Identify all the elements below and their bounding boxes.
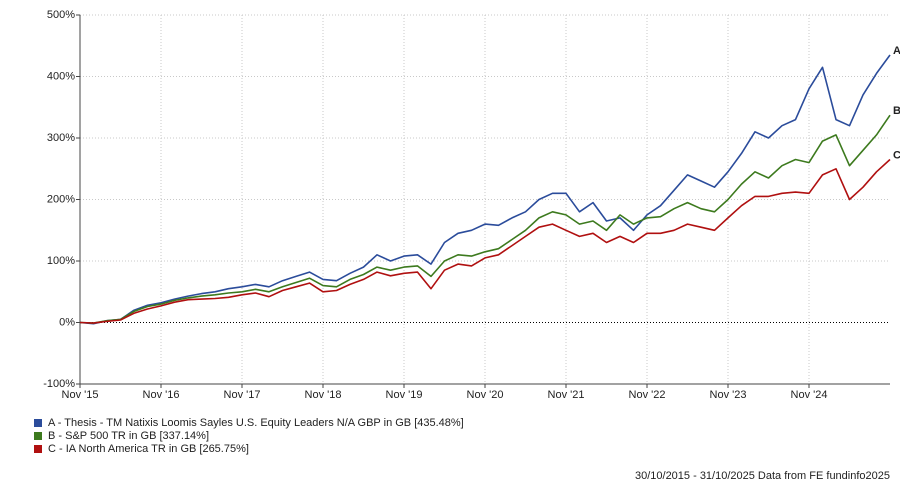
y-tick-label: -100%: [43, 378, 75, 390]
x-tick-label: Nov '20: [467, 389, 504, 401]
y-tick-label: 0%: [59, 316, 75, 328]
legend-swatch: [34, 432, 42, 440]
x-tick-label: Nov '17: [224, 389, 261, 401]
end-label: B: [893, 105, 900, 117]
y-tick-label: 100%: [47, 255, 75, 267]
footer: 30/10/2015 - 31/10/2025 Data from FE fun…: [635, 470, 890, 482]
x-tick-label: Nov '23: [710, 389, 747, 401]
x-tick-label: Nov '22: [629, 389, 666, 401]
y-tick-label: 500%: [47, 9, 75, 21]
legend-swatch: [34, 445, 42, 453]
x-tick-label: Nov '16: [143, 389, 180, 401]
series-line: [79, 114, 891, 324]
x-tick-label: Nov '15: [62, 389, 99, 401]
legend-label: B - S&P 500 TR in GB [337.14%]: [48, 430, 209, 442]
series-line: [79, 54, 891, 325]
x-tick-label: Nov '21: [548, 389, 585, 401]
y-tick-label: 300%: [47, 132, 75, 144]
x-tick-label: Nov '24: [791, 389, 828, 401]
end-label: C: [893, 149, 900, 161]
legend-label: A - Thesis - TM Natixis Loomis Sayles U.…: [48, 417, 464, 429]
y-tick-label: 200%: [47, 193, 75, 205]
x-tick-label: Nov '18: [305, 389, 342, 401]
y-tick-label: 400%: [47, 70, 75, 82]
series-line: [79, 158, 891, 324]
end-label: A: [893, 45, 900, 57]
x-tick-label: Nov '19: [386, 389, 423, 401]
legend-swatch: [34, 419, 42, 427]
legend-label: C - IA North America TR in GB [265.75%]: [48, 443, 249, 455]
